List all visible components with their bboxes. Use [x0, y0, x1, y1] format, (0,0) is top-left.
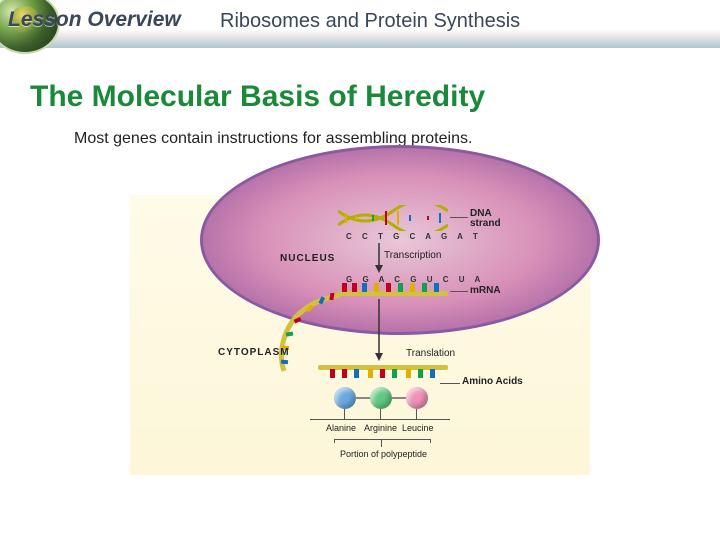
- amino-acid-bead-2: [370, 387, 392, 409]
- translation-arrow-icon: [374, 299, 384, 361]
- portion-rule-top: [334, 439, 430, 440]
- aa-label-1: Alanine: [326, 423, 356, 433]
- leader-line-2: [450, 291, 468, 292]
- portion-tick-r: [430, 439, 431, 443]
- translation-label: Translation: [406, 348, 455, 359]
- dna-sequence-text: C C T G C A G A T: [346, 232, 482, 241]
- mrna-top-strand: [338, 283, 448, 297]
- nucleus-label: NUCLEUS: [280, 253, 335, 264]
- cytoplasm-label: CYTOPLASM: [218, 347, 290, 358]
- header-title: Ribosomes and Protein Synthesis: [220, 10, 520, 33]
- mrna-bottom-strand: [318, 365, 448, 379]
- portion-tick-l: [334, 439, 335, 443]
- tick-1: [344, 409, 345, 419]
- dna-strand: [338, 205, 448, 231]
- amino-acid-bead-1: [334, 387, 356, 409]
- dna-strand-label: DNA strand: [470, 209, 501, 229]
- page-title: The Molecular Basis of Heredity: [30, 80, 485, 114]
- tick-2: [380, 409, 381, 419]
- leader-line-3: [440, 383, 460, 384]
- tick-3: [416, 409, 417, 419]
- slide-header: Lesson Overview Ribosomes and Protein Sy…: [0, 0, 720, 48]
- transcription-arrow-icon: [374, 243, 384, 273]
- amino-acids-label: Amino Acids: [462, 376, 523, 387]
- transcription-label: Transcription: [384, 250, 441, 261]
- leader-line: [450, 217, 468, 218]
- mrna-label: mRNA: [470, 285, 501, 296]
- portion-label: Portion of polypeptide: [340, 449, 427, 459]
- portion-stem: [381, 439, 382, 447]
- aa-label-3: Leucine: [402, 423, 434, 433]
- aa-rule: [310, 419, 450, 420]
- dna-label-text: DNA strand: [470, 208, 501, 229]
- mrna-exit-icon: [278, 293, 348, 373]
- lesson-overview-label: Lesson Overview: [8, 8, 181, 32]
- protein-synthesis-diagram: C C T G C A G A T DNA strand NUCLEUS Tra…: [130, 195, 590, 475]
- aa-label-2: Arginine: [364, 423, 397, 433]
- amino-acid-bead-3: [406, 387, 428, 409]
